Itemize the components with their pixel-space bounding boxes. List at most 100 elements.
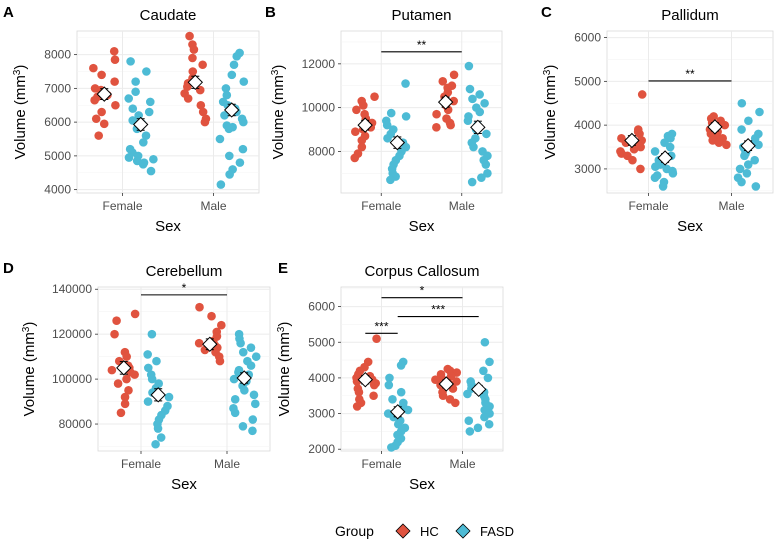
legend-label-fasd: FASD — [480, 524, 514, 539]
data-point — [369, 380, 379, 390]
data-point — [131, 87, 140, 97]
data-point — [236, 338, 245, 348]
data-point — [743, 160, 753, 169]
legend-title: Group — [335, 523, 374, 539]
significance-bracket: *** — [365, 319, 398, 334]
data-point — [720, 120, 730, 130]
data-point — [248, 415, 258, 424]
data-point — [221, 84, 231, 93]
x-axis-label: Sex — [171, 476, 197, 493]
x-tick-label: Male — [449, 457, 475, 471]
data-point — [248, 426, 257, 436]
series-male-fasd — [463, 61, 492, 187]
mean-diamond — [96, 86, 113, 102]
data-point — [432, 109, 441, 119]
data-point — [666, 133, 675, 143]
y-axis-label-sup: 3 — [276, 326, 287, 332]
data-point — [465, 84, 475, 94]
data-point — [742, 168, 752, 178]
x-tick-label: Male — [449, 199, 475, 213]
data-point — [110, 77, 119, 86]
panel-title: Pallidum — [661, 7, 719, 24]
series-female-hc — [107, 309, 140, 418]
data-point — [139, 138, 148, 147]
data-point — [735, 164, 745, 174]
series-male-hc — [432, 70, 459, 132]
panel-letter: E — [278, 260, 288, 277]
data-point — [438, 77, 448, 86]
data-point — [144, 107, 154, 117]
significance-label: *** — [374, 319, 388, 333]
y-tick-label: 5000 — [574, 74, 601, 88]
panel-title: Corpus Callosum — [364, 263, 479, 280]
data-point — [467, 177, 477, 187]
data-point — [143, 350, 152, 359]
data-point — [636, 164, 645, 174]
data-point — [227, 70, 237, 80]
mean-diamond — [438, 376, 455, 392]
series-male-fasd — [733, 98, 764, 191]
data-point — [372, 334, 381, 343]
data-point — [124, 153, 134, 162]
data-point — [249, 390, 259, 400]
data-point — [251, 352, 261, 361]
mean-diamond — [389, 134, 406, 151]
data-point — [740, 151, 749, 161]
data-point — [480, 412, 489, 422]
data-point — [124, 386, 133, 395]
y-tick-label: 2000 — [308, 442, 335, 456]
data-point — [164, 392, 174, 402]
significance-bracket: *** — [397, 303, 479, 318]
x-axis-label: Sex — [155, 218, 181, 235]
mean-diamond — [437, 94, 454, 110]
y-tick-label: 120000 — [52, 327, 92, 341]
data-point — [393, 419, 403, 429]
mean-diamond — [132, 116, 149, 133]
data-point — [449, 70, 459, 80]
data-point — [744, 116, 753, 126]
data-point — [147, 329, 157, 339]
data-point — [147, 374, 157, 384]
y-tick-label: 5000 — [44, 149, 71, 163]
mean-diamond — [624, 132, 640, 149]
y-axis-label-sup: 3 — [270, 69, 281, 75]
y-axis-label-sup: 3 — [542, 69, 553, 75]
data-point — [109, 46, 119, 56]
data-point — [483, 168, 492, 178]
legend-fasd-diamond-icon — [455, 523, 471, 539]
data-point — [141, 131, 151, 140]
data-point — [222, 90, 232, 100]
data-point — [250, 399, 260, 409]
data-point — [246, 343, 256, 352]
data-point — [107, 365, 117, 375]
data-point — [120, 392, 130, 402]
mean-diamond — [357, 117, 373, 133]
data-point — [198, 107, 208, 117]
data-point — [110, 329, 119, 339]
data-point — [122, 374, 131, 384]
series-female-hc — [89, 46, 120, 140]
data-point — [452, 377, 461, 386]
data-point — [357, 142, 367, 152]
series-male-hc — [194, 302, 226, 366]
data-point — [230, 395, 240, 404]
data-point — [359, 101, 368, 110]
data-point — [475, 90, 484, 99]
y-tick-label: 4000 — [44, 183, 71, 197]
series-male-fasd — [229, 329, 261, 436]
series-male-hc — [180, 31, 211, 127]
data-point — [446, 371, 456, 381]
data-point — [189, 45, 199, 54]
significance-label: * — [420, 284, 425, 298]
y-axis-label-text: Volume (mm — [276, 332, 293, 416]
y-axis-label-text: Volume (mm — [542, 75, 559, 159]
legend-hc-diamond-icon — [395, 523, 411, 539]
series-male-hc — [705, 112, 731, 150]
data-point — [122, 352, 131, 361]
panel-title: Putamen — [391, 7, 451, 24]
mean-diamond — [740, 138, 756, 154]
data-point — [637, 90, 647, 99]
x-tick-label: Male — [718, 199, 744, 213]
y-axis-label-text: Volume (mm — [12, 75, 29, 159]
